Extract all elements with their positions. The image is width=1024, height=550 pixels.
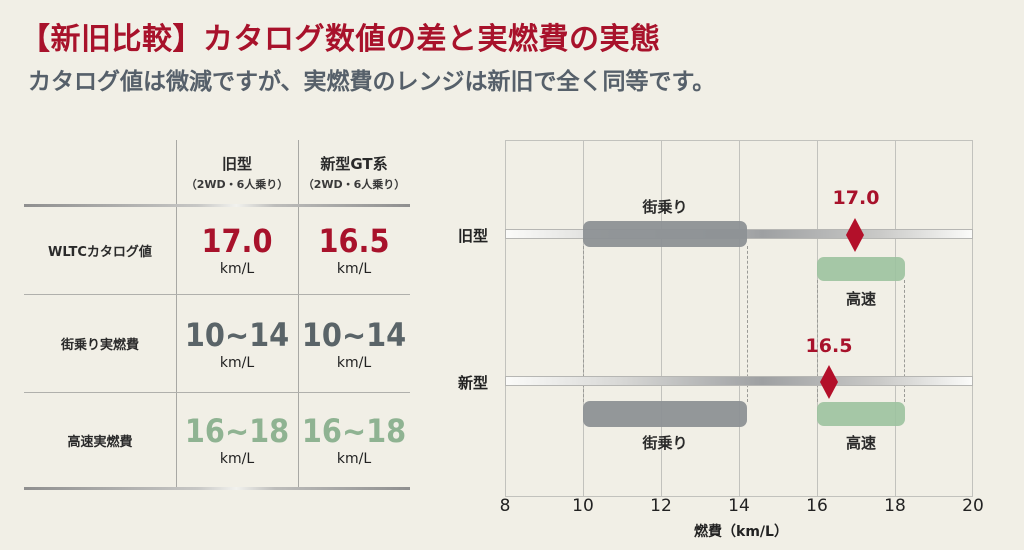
value: 10~14 [184,315,290,354]
x-tick: 18 [884,496,906,516]
comparison-table: 旧型 （2WD・6人乗り） 新型GT系 （2WD・6人乗り） WLTCカタログ値… [24,140,410,490]
page-title: 【新旧比較】カタログ数値の差と実燃費の実態 [20,22,661,57]
column-header-old: 旧型 （2WD・6人乗り） [176,140,298,204]
x-axis-label: 燃費（km/L） [694,524,788,540]
x-tick: 20 [962,496,984,516]
x-tick: 16 [806,496,828,516]
x-tick: 14 [728,496,750,516]
cell-highway-new: 16~18 km/L [298,393,410,487]
unit: km/L [219,354,255,371]
row-divider [24,294,410,295]
range-guide [904,280,905,402]
old-city-label: 街乗り [642,198,688,216]
column-header-old-sub: （2WD・6人乗り） [185,177,289,191]
old-city-range-bar [583,221,747,247]
range-guide [747,246,748,402]
header-divider [24,204,410,207]
new-city-range-bar [583,401,747,427]
new-city-label: 街乗り [642,434,688,452]
cell-highway-old: 16~18 km/L [176,393,298,487]
value: 17.0 [201,222,273,260]
row-label-highway: 高速実燃費 [24,393,176,487]
value: 16~18 [301,412,407,450]
column-header-new-sub: （2WD・6人乗り） [302,177,406,191]
column-header-new-title: 新型GT系 [320,154,388,173]
unit: km/L [219,261,255,277]
old-catalog-value: 17.0 [832,187,880,209]
cell-wltc-old: 17.0 km/L [176,206,298,294]
row-label-wltc: WLTCカタログ値 [24,206,176,294]
new-highway-range-bar [817,402,905,426]
row-label-text: WLTCカタログ値 [48,244,152,260]
gridline [895,140,896,497]
unit: km/L [336,451,372,467]
x-tick: 12 [650,496,672,516]
new-catalog-diamond-icon [820,365,838,399]
old-catalog-diamond-icon [846,218,864,252]
column-divider [298,140,299,490]
x-tick: 10 [572,496,594,516]
new-highway-label: 高速 [845,434,876,452]
old-highway-range-bar [817,257,905,281]
row-label-text: 街乗り実燃費 [60,338,139,353]
table-bottom-border [24,487,410,490]
range-guide [817,280,818,402]
cell-wltc-new: 16.5 km/L [298,206,410,294]
gridline [661,140,662,497]
new-model-track [505,376,973,386]
value: 10~14 [301,315,407,354]
old-highway-label: 高速 [845,290,876,308]
value: 16~18 [184,412,290,450]
page-subtitle: カタログ値は微減ですが、実燃費のレンジは新旧で全く同等です。 [28,69,716,95]
y-label-old: 旧型 [458,227,489,245]
row-label-city: 街乗り実燃費 [24,295,176,392]
new-catalog-value: 16.5 [805,335,853,357]
cell-city-old: 10~14 km/L [176,295,298,392]
y-label-new: 新型 [458,374,489,392]
row-divider [24,392,410,393]
cell-city-new: 10~14 km/L [298,295,410,392]
row-label-text: 高速実燃費 [67,434,133,450]
unit: km/L [336,354,372,371]
gridline [739,140,740,497]
column-divider [176,140,177,490]
column-header-new: 新型GT系 （2WD・6人乗り） [298,140,410,204]
column-header-old-title: 旧型 [221,154,252,173]
x-tick: 8 [499,496,511,516]
unit: km/L [219,451,255,467]
value: 16.5 [318,222,390,260]
range-guide [583,246,584,402]
unit: km/L [336,261,372,277]
